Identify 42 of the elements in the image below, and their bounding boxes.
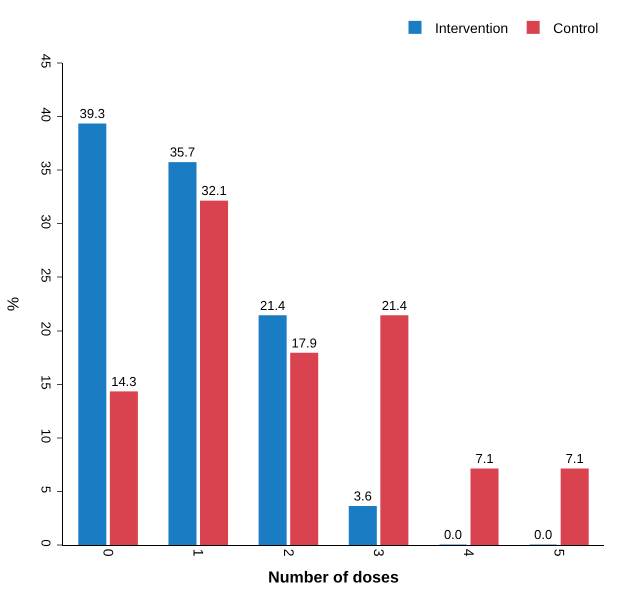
x-tick-label: 1 [190,548,207,557]
bar [380,315,408,545]
data-label: 35.7 [170,144,196,160]
x-axis-title: Number of doses [268,570,399,586]
bar [560,468,589,545]
y-tick-label: 45 [38,54,54,68]
data-label: 32.1 [201,183,227,198]
bar [110,391,138,545]
y-tick-label: 30 [38,214,54,229]
bar [168,162,196,545]
y-tick-label: 5 [38,486,54,494]
y-tick-label: 40 [38,107,54,122]
x-tick-label: 0 [100,548,117,557]
legend-label: Control [553,20,598,36]
bar [290,352,318,545]
data-label: 0.0 [444,527,462,542]
data-label: 39.3 [80,106,105,122]
data-label: 0.0 [534,527,552,542]
y-tick-label: 15 [38,375,54,390]
y-tick-label: 10 [38,428,54,444]
x-tick-label: 4 [461,548,478,557]
legend-label: Intervention [435,20,508,36]
y-tick-label: 35 [38,160,54,176]
y-axis-title: % [5,296,22,312]
bar [348,506,377,545]
bar [470,468,499,545]
y-tick-label: 0 [38,539,54,547]
bar [200,200,228,545]
y-tick-label: 25 [38,268,54,283]
data-label: 7.1 [566,450,584,466]
bar [258,315,287,545]
x-tick-label: 3 [371,548,388,557]
data-label: 21.4 [260,298,286,313]
data-label: 21.4 [382,298,408,313]
data-label: 14.3 [111,374,137,389]
y-tick-label: 20 [38,322,54,336]
x-tick-label: 2 [280,548,297,557]
x-tick-label: 5 [551,548,568,557]
data-label: 17.9 [292,335,317,350]
data-label: 7.1 [475,450,494,466]
bar [78,124,106,545]
data-label: 3.6 [354,488,372,504]
